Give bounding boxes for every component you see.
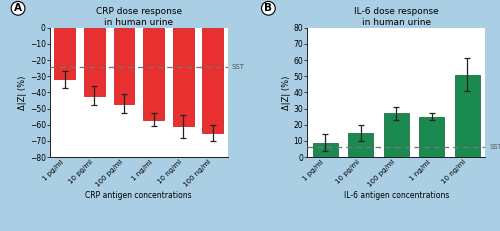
Bar (348, 133, 373, 157)
X-axis label: IL-6 antigen concentrations: IL-6 antigen concentrations (344, 191, 449, 200)
Title: IL-6 dose response
in human urine: IL-6 dose response in human urine (354, 7, 438, 27)
Bar (54, 28, 75, 79)
Title: CRP dose response
in human urine: CRP dose response in human urine (96, 7, 182, 27)
Bar (173, 28, 194, 126)
Bar (84, 28, 104, 96)
Bar (114, 28, 134, 104)
Bar (384, 113, 408, 157)
Text: A: A (14, 3, 22, 13)
Bar (420, 117, 444, 157)
Bar (455, 75, 479, 157)
Text: B: B (264, 3, 272, 13)
Y-axis label: Δ|Z| (%): Δ|Z| (%) (18, 75, 27, 109)
Bar (313, 143, 338, 157)
Text: SST: SST (232, 64, 244, 70)
Y-axis label: Δ|Z| (%): Δ|Z| (%) (282, 75, 291, 109)
Text: SST: SST (489, 144, 500, 150)
Bar (143, 28, 164, 120)
Bar (202, 28, 223, 133)
X-axis label: CRP antigen concentrations: CRP antigen concentrations (86, 191, 192, 200)
